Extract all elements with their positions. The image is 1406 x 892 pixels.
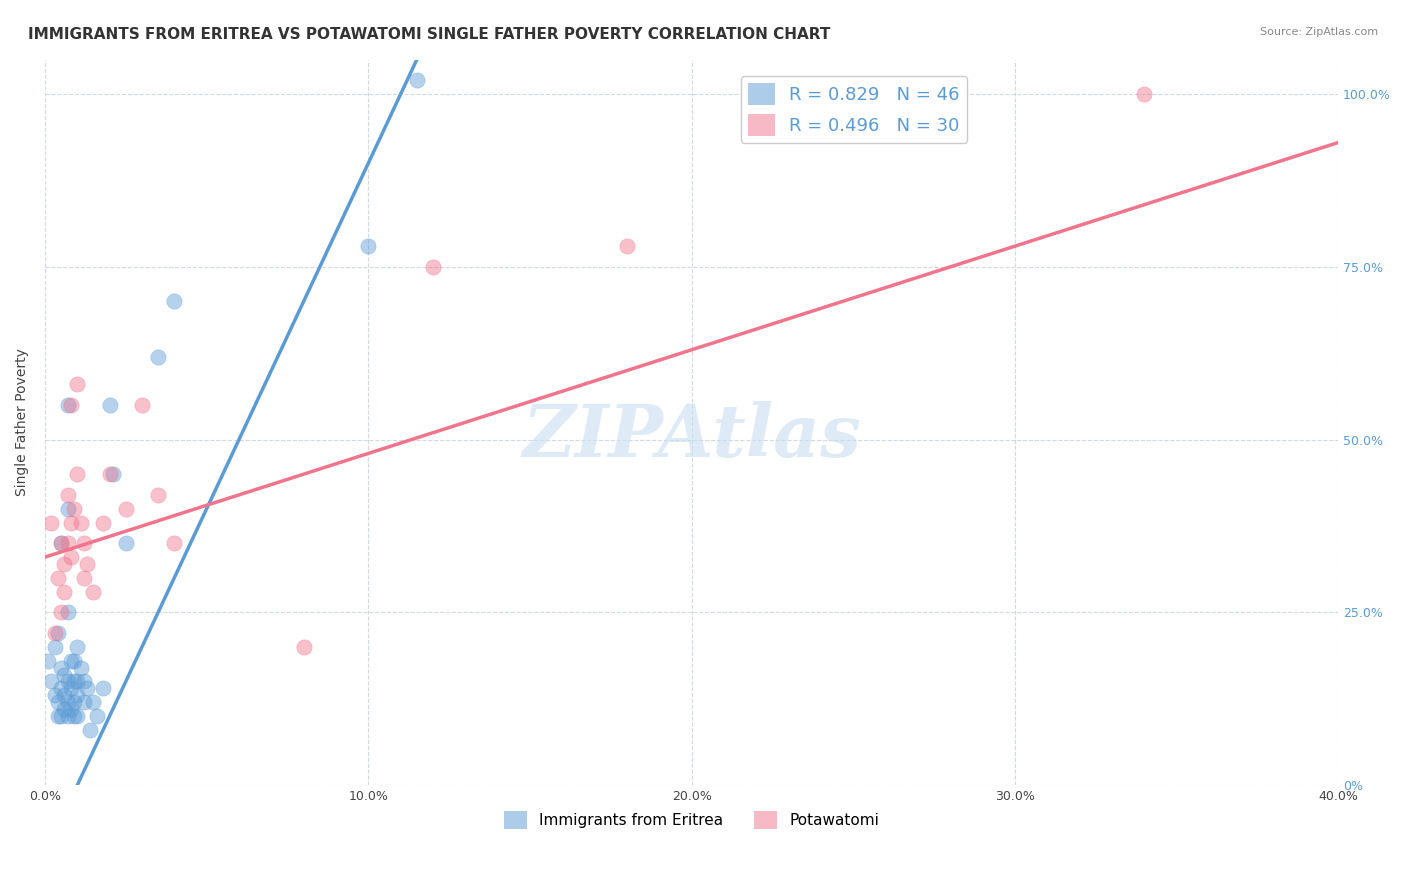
Point: [292, 640, 315, 654]
Point: [63, 674, 86, 689]
Point: [98, 398, 121, 412]
Point: [59, 681, 82, 696]
Point: [73, 695, 96, 709]
Point: [146, 350, 169, 364]
Point: [49, 660, 72, 674]
Point: [49, 536, 72, 550]
Point: [56, 501, 79, 516]
Point: [56, 695, 79, 709]
Point: [53, 667, 76, 681]
Point: [56, 398, 79, 412]
Point: [69, 516, 91, 530]
Point: [63, 501, 86, 516]
Point: [56, 605, 79, 619]
Point: [73, 571, 96, 585]
Point: [63, 695, 86, 709]
Point: [79, 723, 101, 737]
Point: [76, 681, 98, 696]
Point: [46, 571, 69, 585]
Point: [59, 516, 82, 530]
Point: [405, 73, 427, 87]
Point: [357, 239, 380, 253]
Point: [56, 488, 79, 502]
Point: [91, 681, 114, 696]
Point: [53, 557, 76, 571]
Point: [59, 550, 82, 565]
Point: [114, 501, 136, 516]
Point: [59, 654, 82, 668]
Point: [49, 709, 72, 723]
Point: [82, 695, 104, 709]
Point: [66, 640, 89, 654]
Legend: Immigrants from Eritrea, Potawatomi: Immigrants from Eritrea, Potawatomi: [498, 805, 886, 836]
Point: [59, 702, 82, 716]
Point: [98, 467, 121, 482]
Point: [44, 688, 66, 702]
Point: [131, 398, 153, 412]
Text: IMMIGRANTS FROM ERITREA VS POTAWATOMI SINGLE FATHER POVERTY CORRELATION CHART: IMMIGRANTS FROM ERITREA VS POTAWATOMI SI…: [28, 27, 831, 42]
Point: [44, 626, 66, 640]
Point: [49, 681, 72, 696]
Point: [82, 584, 104, 599]
Point: [66, 688, 89, 702]
Point: [46, 709, 69, 723]
Point: [66, 674, 89, 689]
Point: [76, 557, 98, 571]
Point: [63, 709, 86, 723]
Point: [66, 709, 89, 723]
Point: [1133, 87, 1156, 102]
Point: [101, 467, 124, 482]
Y-axis label: Single Father Poverty: Single Father Poverty: [15, 349, 30, 496]
Point: [163, 536, 186, 550]
Point: [46, 626, 69, 640]
Point: [66, 467, 89, 482]
Point: [56, 709, 79, 723]
Point: [66, 377, 89, 392]
Point: [46, 695, 69, 709]
Point: [86, 709, 108, 723]
Point: [49, 536, 72, 550]
Point: [53, 702, 76, 716]
Point: [163, 294, 186, 309]
Point: [49, 605, 72, 619]
Point: [59, 398, 82, 412]
Point: [616, 239, 638, 253]
Point: [73, 536, 96, 550]
Text: Source: ZipAtlas.com: Source: ZipAtlas.com: [1260, 27, 1378, 37]
Point: [73, 674, 96, 689]
Point: [146, 488, 169, 502]
Point: [53, 584, 76, 599]
Point: [53, 688, 76, 702]
Text: ZIPAtlas: ZIPAtlas: [522, 401, 860, 473]
Point: [69, 660, 91, 674]
Point: [422, 260, 444, 274]
Point: [56, 536, 79, 550]
Point: [56, 674, 79, 689]
Point: [91, 516, 114, 530]
Point: [63, 654, 86, 668]
Point: [44, 640, 66, 654]
Point: [114, 536, 136, 550]
Point: [37, 654, 59, 668]
Point: [41, 516, 63, 530]
Point: [41, 674, 63, 689]
